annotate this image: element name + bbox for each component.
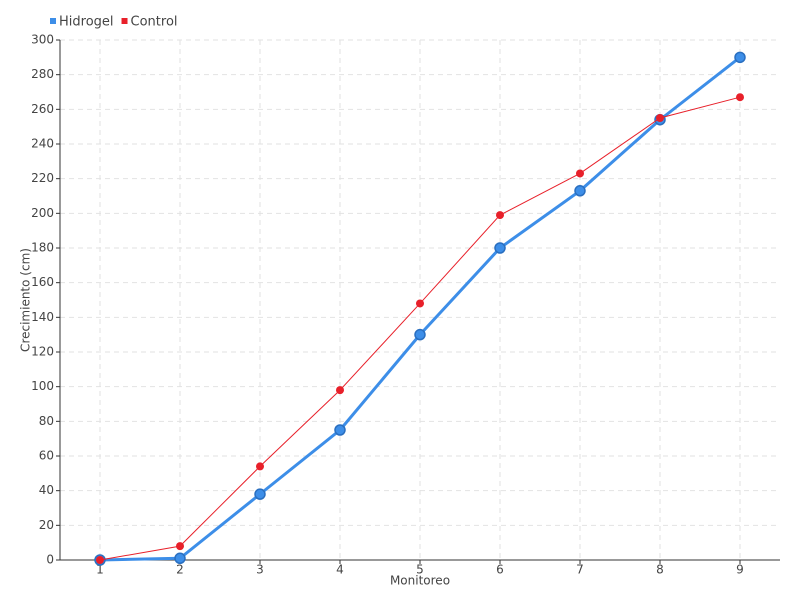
data-point: [574, 185, 586, 197]
data-point: [256, 462, 264, 471]
y-tick-label: 160: [31, 275, 54, 289]
data-point: [576, 169, 584, 178]
x-tick-label: 5: [416, 563, 424, 577]
legend-label: Control: [131, 15, 178, 30]
y-tick-label: 200: [31, 206, 54, 220]
x-tick-label: 9: [736, 563, 744, 577]
legend-label: Hidrogel: [59, 15, 114, 30]
legend-swatch: [121, 18, 128, 24]
x-tick-label: 3: [256, 563, 264, 577]
y-tick-label: 100: [31, 379, 54, 393]
x-axis-label: Monitoreo: [390, 574, 450, 588]
data-point: [656, 114, 664, 122]
y-tick-label: 80: [39, 414, 54, 428]
data-point: [254, 488, 266, 500]
y-tick-label: 0: [46, 553, 54, 567]
legend-swatch: [50, 18, 56, 24]
data-point: [174, 552, 186, 565]
x-tick-label: 2: [176, 563, 184, 577]
y-tick-label: 20: [39, 518, 54, 532]
y-tick-label: 60: [39, 449, 54, 463]
data-point: [414, 328, 426, 341]
y-tick-label: 260: [31, 102, 54, 116]
y-tick-label: 220: [31, 171, 54, 185]
y-tick-label: 240: [31, 137, 54, 151]
x-tick-label: 1: [96, 563, 104, 577]
y-tick-label: 280: [31, 67, 54, 81]
y-tick-label: 180: [31, 241, 54, 255]
data-point: [176, 542, 184, 551]
data-point: [334, 424, 346, 436]
y-tick-label: 120: [31, 345, 54, 359]
data-point: [96, 556, 104, 564]
data-point: [416, 299, 424, 308]
y-tick-label: 40: [39, 483, 54, 497]
y-tick-label: 140: [31, 310, 54, 324]
y-axis-label: Crecimiento (cm): [19, 248, 33, 352]
data-point: [494, 242, 506, 254]
x-tick-label: 7: [576, 563, 584, 577]
x-tick-label: 8: [656, 563, 664, 577]
y-tick-label: 300: [31, 33, 54, 47]
x-tick-label: 4: [336, 563, 344, 577]
data-point: [734, 51, 746, 64]
x-tick-label: 6: [496, 563, 504, 577]
data-point: [336, 386, 344, 395]
data-point: [736, 93, 744, 102]
data-point: [496, 211, 504, 220]
